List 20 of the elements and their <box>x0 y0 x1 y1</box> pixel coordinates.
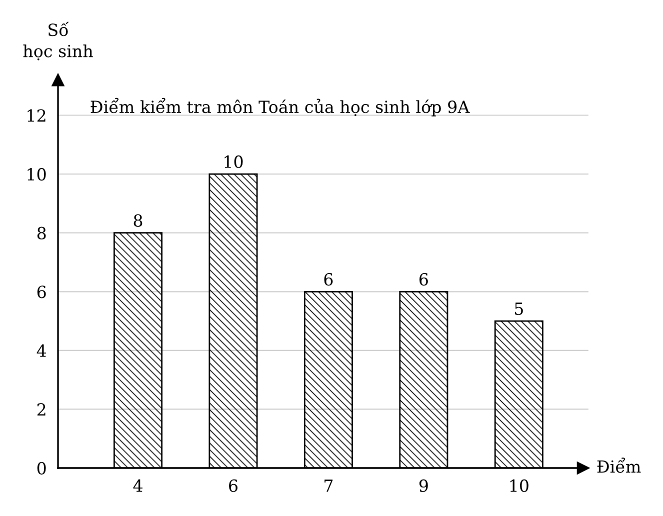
data-label: 8 <box>134 214 142 227</box>
y-tick-label: 4 <box>36 344 46 357</box>
data-label: 6 <box>324 273 333 286</box>
text: Điểm kiểm tra môn Toán của học sinh lớp 9A <box>90 98 470 116</box>
x-tick-label: 4 <box>133 479 142 492</box>
y-tick-label: 8 <box>37 226 46 240</box>
y-axis-title: Số học sinh <box>23 22 93 60</box>
y-tick-label: 2 <box>37 403 46 416</box>
data-label: 5 <box>515 302 523 316</box>
data-label: 10 <box>224 155 243 168</box>
x-tick-label: 9 <box>419 479 428 492</box>
y-tick-label: 10 <box>28 168 46 181</box>
data-label: 6 <box>419 273 428 286</box>
y-tick-label: 12 <box>28 109 46 122</box>
x-tick-label: 6 <box>229 479 238 492</box>
x-axis-title: Điểm <box>597 458 641 473</box>
x-tick-label: 10 <box>510 479 528 492</box>
x-tick-label: 7 <box>324 480 333 492</box>
y-tick-label: 6 <box>37 286 46 298</box>
y-tick-label: 0 <box>37 462 46 475</box>
